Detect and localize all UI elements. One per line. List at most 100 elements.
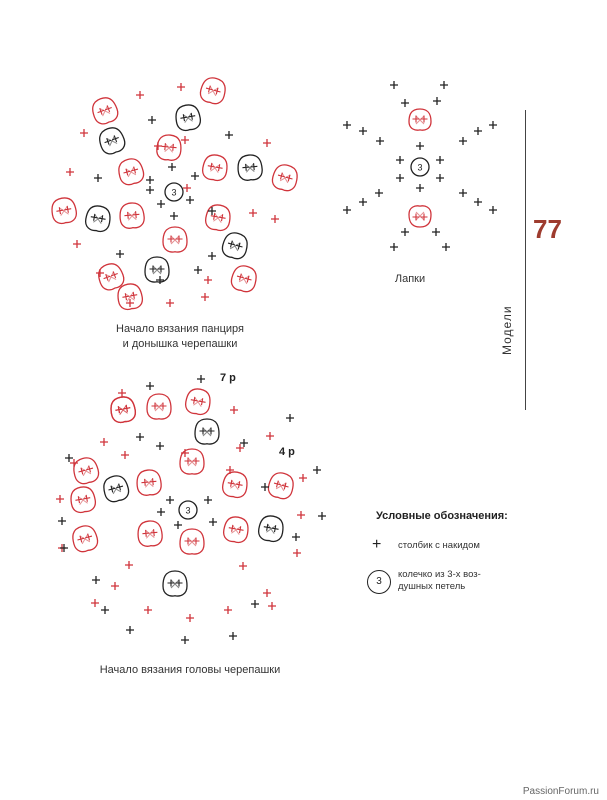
- stitch-plus: [390, 81, 398, 89]
- stitch-cluster: [156, 134, 182, 161]
- stitch-plus: [100, 438, 108, 446]
- stitch-cluster: [144, 256, 170, 283]
- stitch-cluster: [103, 475, 130, 503]
- stitch-plus: [416, 142, 424, 150]
- stitch-cluster: [162, 570, 188, 597]
- stitch-plus: [432, 228, 440, 236]
- stitch-cluster: [99, 127, 126, 155]
- stitch-plus: [156, 442, 164, 450]
- stitch-cluster: [146, 393, 172, 420]
- stitch-plus: [156, 276, 164, 284]
- stitch-plus: [266, 432, 274, 440]
- stitch-plus: [375, 189, 383, 197]
- stitch-plus: [125, 561, 133, 569]
- stitch-cluster: [271, 164, 298, 192]
- stitch-plus: [181, 636, 189, 644]
- stitch-cluster: [110, 396, 137, 424]
- stitch-plus: [436, 174, 444, 182]
- stitch-plus: [126, 299, 134, 307]
- stitch-plus: [236, 444, 244, 452]
- stitch-plus: [56, 495, 64, 503]
- stitch-plus: [318, 512, 326, 520]
- stitch-plus: [80, 129, 88, 137]
- stitch-cluster: [136, 469, 162, 496]
- paws-caption: Лапки: [394, 273, 426, 285]
- stitch-plus: [401, 228, 409, 236]
- stitch-cluster: [92, 97, 119, 125]
- stitch-plus: [359, 127, 367, 135]
- stitch-plus: [92, 576, 100, 584]
- stitch-plus: [146, 176, 154, 184]
- stitch-cluster: [267, 472, 294, 500]
- paws-diagram: 3: [343, 81, 497, 251]
- stitch-cluster: [204, 204, 231, 232]
- stitch-plus: [343, 206, 351, 214]
- stitch-plus: [136, 91, 144, 99]
- stitch-plus: [263, 139, 271, 147]
- stitch-plus: [118, 389, 126, 397]
- stitch-cluster: [199, 77, 226, 105]
- stitch-plus: [297, 511, 305, 519]
- stitch-cluster: [72, 525, 99, 553]
- stitch-cluster: [201, 154, 228, 182]
- body-caption-line1: Начало вязания панциря: [116, 323, 244, 335]
- stitch-cluster: [221, 232, 248, 260]
- head-diagram: 3: [56, 375, 326, 644]
- stitch-plus: [343, 121, 351, 129]
- stitch-plus: [121, 451, 129, 459]
- stitch-plus: [286, 414, 294, 422]
- stitch-plus: [293, 549, 301, 557]
- stitch-plus: [170, 212, 178, 220]
- row-label-7: 7 р: [220, 372, 236, 384]
- stitch-plus: [91, 599, 99, 607]
- center-ring-number: 3: [417, 163, 422, 173]
- stitch-cluster: [84, 205, 111, 233]
- stitch-plus: [204, 496, 212, 504]
- stitch-plus: [416, 184, 424, 192]
- stitch-cluster: [237, 154, 263, 181]
- stitch-plus: [313, 466, 321, 474]
- stitch-plus: [489, 121, 497, 129]
- stitch-plus: [65, 454, 73, 462]
- stitch-cluster: [73, 457, 100, 485]
- center-ring: 3: [164, 182, 184, 202]
- stitch-plus: [209, 518, 217, 526]
- stitch-plus: [168, 163, 176, 171]
- stitch-plus: [208, 207, 216, 215]
- stitch-plus: [359, 198, 367, 206]
- row-label-4: 4 р: [279, 446, 295, 458]
- stitch-plus: [474, 127, 482, 135]
- stitch-cluster: [408, 108, 432, 131]
- stitch-plus: [376, 137, 384, 145]
- side-rule: [525, 110, 526, 410]
- stitch-plus: [96, 269, 104, 277]
- legend-ring-text-line1: колечко из 3-х воз-: [398, 569, 481, 580]
- stitch-cluster: [175, 104, 202, 132]
- stitch-plus: [263, 589, 271, 597]
- stitch-plus: [268, 602, 276, 610]
- stitch-plus: [401, 99, 409, 107]
- legend-title: Условные обозначения:: [376, 510, 508, 522]
- legend-ring-text: колечко из 3-х воз- душных петель: [398, 569, 481, 593]
- stitch-plus: [224, 606, 232, 614]
- stitch-plus: [442, 243, 450, 251]
- stitch-plus: [94, 174, 102, 182]
- stitch-plus: [201, 293, 209, 301]
- stitch-plus: [396, 174, 404, 182]
- stitch-plus: [271, 215, 279, 223]
- stitch-plus: [225, 131, 233, 139]
- stitch-plus: [157, 200, 165, 208]
- stitch-plus: [226, 466, 234, 474]
- stitch-plus: [390, 243, 398, 251]
- stitch-cluster: [230, 265, 257, 293]
- stitch-plus: [186, 196, 194, 204]
- stitch-plus: [433, 97, 441, 105]
- stitch-plus: [186, 614, 194, 622]
- body-caption-line2: и донышка черепашки: [122, 338, 238, 350]
- stitch-plus: [229, 632, 237, 640]
- stitch-cluster: [70, 486, 97, 514]
- stitch-cluster: [119, 202, 145, 229]
- stitch-plus: [181, 449, 189, 457]
- stitch-cluster: [98, 263, 125, 291]
